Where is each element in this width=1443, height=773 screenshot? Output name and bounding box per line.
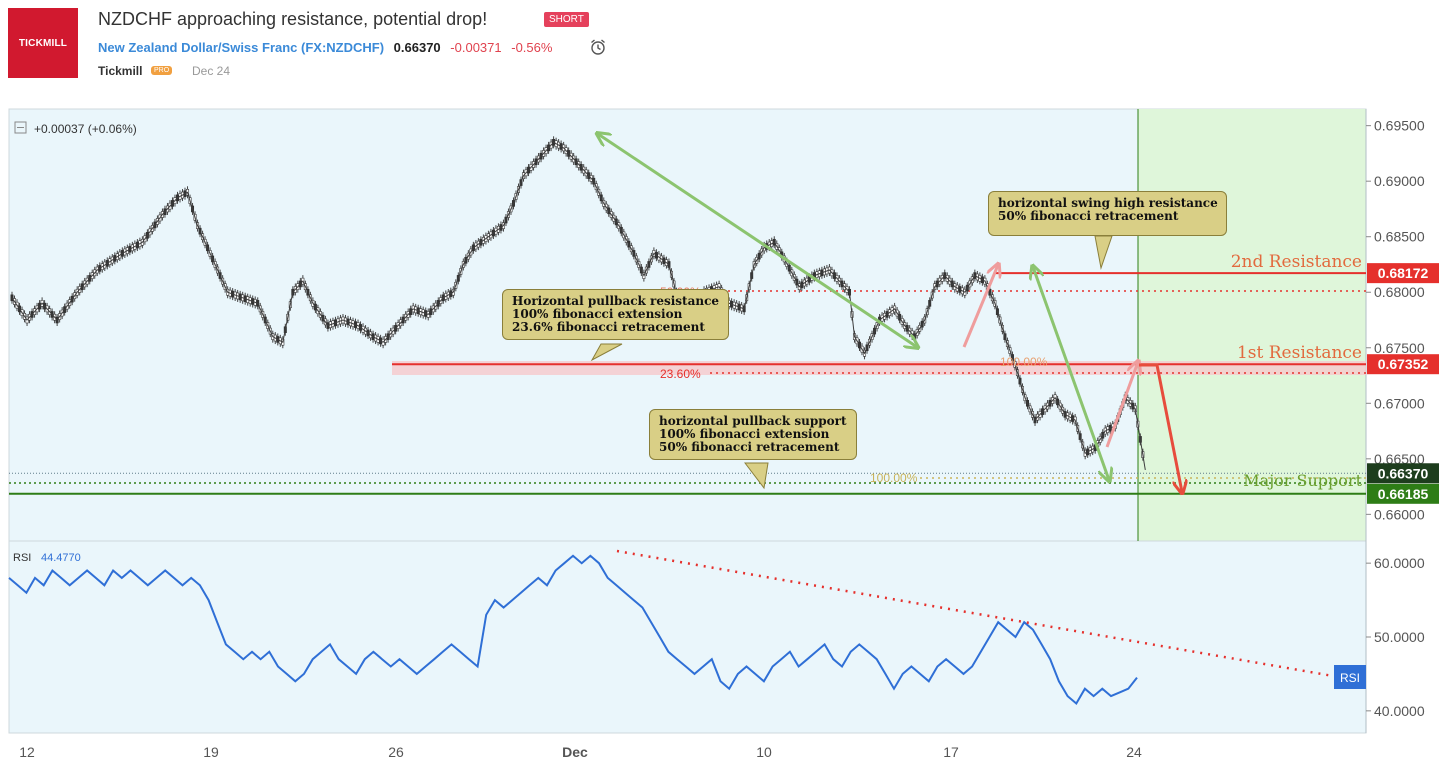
price-tag: [1367, 263, 1439, 284]
y-tick-label: 0.67500: [1374, 340, 1425, 356]
first-resistance-label: 1st Resistance: [1237, 343, 1362, 363]
author-name[interactable]: Tickmill: [98, 64, 143, 78]
pointer-swing-high: [1094, 235, 1113, 270]
logo-text: TICKMILL: [18, 37, 68, 49]
idea-title: NZDCHF approaching resistance, potential…: [98, 9, 488, 29]
price-tag-label: 0.66185: [1378, 486, 1429, 502]
callout-line: 100% fibonacci extension: [659, 427, 830, 441]
callout-line: horizontal swing high resistance: [998, 196, 1218, 210]
y-tick-label: 0.68500: [1374, 229, 1425, 245]
callout-line: 50% fibonacci retracement: [659, 440, 840, 454]
callout-line: horizontal pullback support: [659, 414, 847, 428]
rsi-tick-label: 40.0000: [1374, 703, 1425, 719]
y-tick-label: 0.66500: [1374, 451, 1425, 467]
legend-collapse[interactable]: [14, 121, 27, 134]
rsi-legend-value: 44.4770: [41, 552, 81, 564]
rsi-tag-label: RSI: [1340, 671, 1360, 685]
price-change-pct: -0.56%: [511, 40, 553, 55]
pro-badge: PRO: [151, 66, 173, 75]
callout-line: Horizontal pullback resistance: [512, 294, 720, 308]
price-tag-label: 0.66370: [1378, 465, 1429, 481]
price-tag: [1367, 463, 1439, 484]
x-tick-label: 19: [203, 744, 219, 760]
callout-line: 50% fibonacci retracement: [998, 209, 1179, 223]
fib-23-label: 23.60%: [660, 367, 701, 381]
y-tick-label: 0.67000: [1374, 395, 1425, 411]
rsi-tick-label: 50.0000: [1374, 629, 1425, 645]
major-support-label: Major Support: [1243, 471, 1362, 490]
tickmill-logo[interactable]: TICKMILL: [8, 8, 78, 78]
y-tick-label: 0.69500: [1374, 118, 1425, 134]
rsi-legend-title: RSI: [13, 552, 31, 564]
fib-100-upper-label: 100.00%: [1000, 355, 1048, 369]
price-tag-label: 0.67352: [1378, 356, 1429, 372]
fib-100-lower-label: 100.00%: [870, 471, 918, 485]
symbol-link[interactable]: New Zealand Dollar/Swiss Franc (FX:NZDCH…: [98, 40, 385, 55]
y-tick-label: 0.69000: [1374, 173, 1425, 189]
rsi-tag: [1334, 665, 1366, 689]
pointer-pullback-support: [743, 462, 769, 490]
red-forecast-arrow: [1139, 363, 1182, 492]
rsi-tick-label: 60.0000: [1374, 555, 1425, 571]
rsi-trendline: [616, 549, 1334, 678]
green-trend-arrow: [598, 134, 917, 347]
callout-pullback-support: horizontal pullback support 100% fibonac…: [649, 409, 857, 460]
x-tick-label: 17: [943, 744, 959, 760]
last-price: 0.66370: [393, 40, 441, 55]
x-tick-label: 26: [388, 744, 404, 760]
price-tag-label: 0.68172: [1378, 265, 1429, 281]
y-tick-label: 0.68000: [1374, 284, 1425, 300]
pink-pullback-arrow: [1105, 362, 1138, 448]
y-tick-label: 0.66000: [1374, 506, 1425, 522]
x-tick-label: 10: [756, 744, 772, 760]
rsi-line: [8, 554, 1138, 706]
callout-swing-high: horizontal swing high resistance 50% fib…: [988, 191, 1227, 236]
candle-body: [10, 294, 14, 302]
price-change: -0.00371: [450, 40, 502, 55]
pink-up-arrow: [962, 265, 998, 348]
short-badge: SHORT: [544, 12, 589, 27]
green-drop-arrow: [1033, 267, 1109, 480]
rsi-pane: [8, 540, 1367, 734]
callout-pullback-resistance: Horizontal pullback resistance 100% fibo…: [502, 289, 730, 340]
price-tag: [1367, 354, 1439, 375]
second-resistance-label: 2nd Resistance: [1231, 252, 1362, 272]
x-tick-label: Dec: [562, 744, 588, 760]
callout-line: 23.6% fibonacci retracement: [512, 320, 705, 334]
x-tick-label: 24: [1126, 744, 1142, 760]
publish-date: Dec 24: [192, 64, 231, 78]
symbol-line: New Zealand Dollar/Swiss Franc (FX:NZDCH…: [98, 40, 552, 55]
x-tick-label: 12: [19, 744, 35, 760]
alarm-clock-icon[interactable]: [589, 38, 607, 56]
callout-line: 100% fibonacci extension: [512, 307, 683, 321]
price-tag: [1367, 483, 1439, 504]
pointer-pullback-resistance: [590, 343, 623, 362]
legend-change: +0.00037 (+0.06%): [34, 122, 137, 136]
